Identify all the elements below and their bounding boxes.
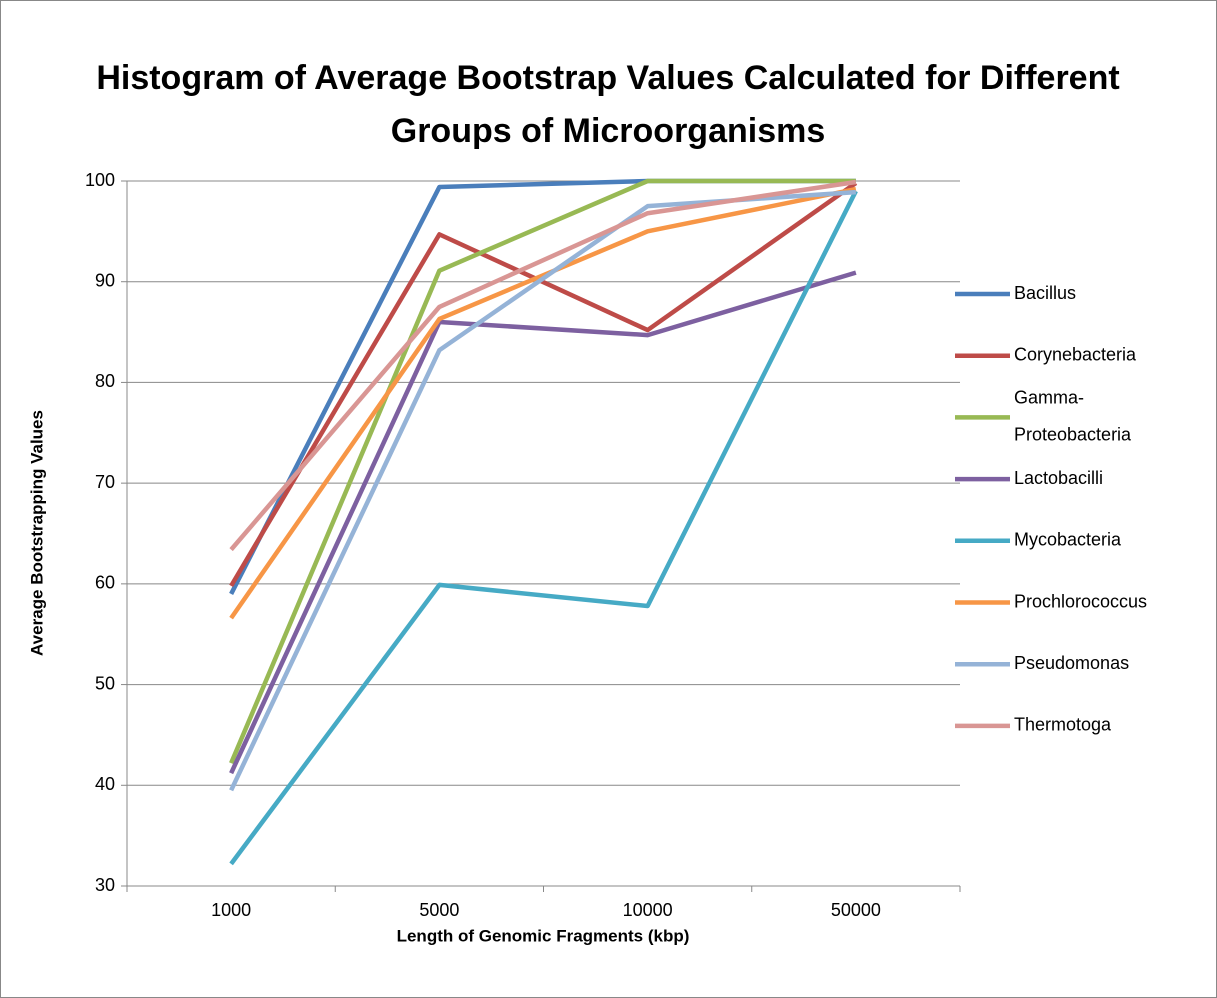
legend-label: Pseudomonas (1014, 653, 1129, 673)
legend-label-line: Gamma- (1014, 387, 1084, 407)
series-line (229, 270, 857, 775)
y-tick-label: 60 (95, 573, 115, 593)
y-tick-label: 80 (95, 371, 115, 391)
legend-label: Corynebacteria (1014, 344, 1137, 364)
series-line (229, 190, 858, 866)
y-tick-label: 40 (95, 774, 115, 794)
x-tick-label: 50000 (831, 900, 881, 920)
y-tick-label: 30 (95, 875, 115, 895)
legend-label: Prochlorococcus (1014, 591, 1147, 611)
series-line (229, 181, 858, 588)
legend-label: Thermotoga (1014, 715, 1112, 735)
legend-label: Lactobacilli (1014, 468, 1103, 488)
x-axis-label: Length of Genomic Fragments (kbp) (397, 926, 690, 945)
y-axis-label: Average Bootstrapping Values (27, 410, 46, 656)
y-tick-label: 90 (95, 270, 115, 290)
legend-label: Mycobacteria (1014, 530, 1122, 550)
legend-label-line: Proteobacteria (1014, 424, 1132, 444)
chart-title: Histogram of Average Bootstrap Values Ca… (96, 59, 1120, 150)
series-line (229, 186, 857, 620)
x-tick-label: 5000 (419, 900, 459, 920)
series-line (229, 178, 856, 765)
y-tick-label: 50 (95, 673, 115, 693)
y-tick-label: 100 (85, 170, 115, 190)
legend-label: Gamma- Proteobacteria (1014, 387, 1132, 444)
y-tick-label: 70 (95, 472, 115, 492)
legend-label: Bacillus (1014, 283, 1076, 303)
x-tick-label: 1000 (211, 900, 251, 920)
x-tick-label: 10000 (623, 900, 673, 920)
series-line (229, 179, 857, 552)
